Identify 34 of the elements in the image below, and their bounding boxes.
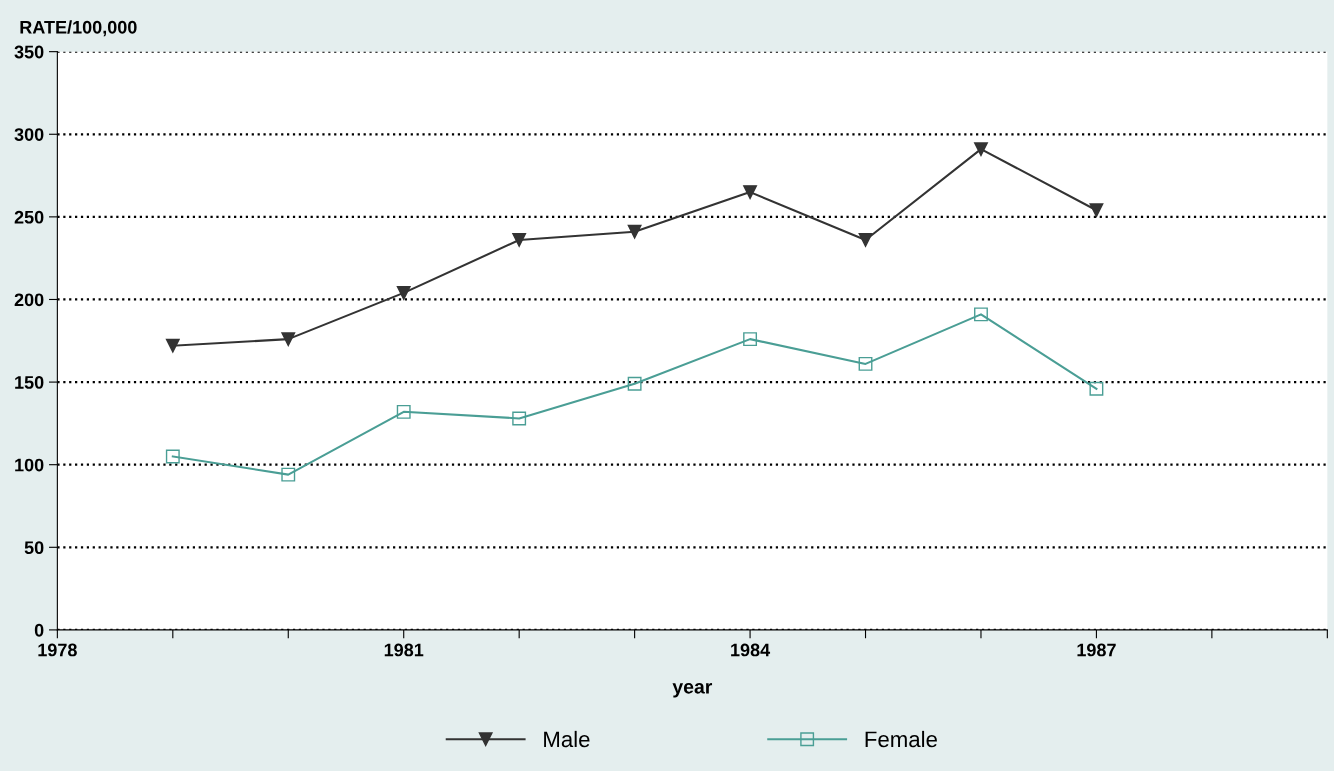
point (512, 411, 527, 426)
x-tick-label: 1978 (38, 643, 77, 657)
y-tick-label: 0 (34, 623, 44, 637)
x-axis-title: year (672, 683, 713, 698)
point (396, 404, 411, 419)
point (165, 338, 180, 353)
point (858, 356, 873, 371)
y-axis-title: RATE/100,000 (20, 20, 137, 37)
point (743, 332, 758, 347)
point (281, 467, 296, 482)
point (512, 233, 527, 247)
legend-label: Female (865, 730, 937, 748)
y-tick-label: 100 (15, 458, 44, 472)
point (858, 233, 873, 247)
point (396, 285, 411, 300)
point (165, 449, 180, 464)
y-tick-label: 350 (14, 45, 44, 59)
point (974, 307, 988, 322)
point (1089, 381, 1104, 396)
point (1089, 203, 1104, 218)
y-tick-label: 150 (15, 376, 44, 389)
x-tick-label: 1987 (1077, 643, 1116, 657)
point (743, 185, 758, 200)
point (627, 376, 642, 391)
y-tick-label: 250 (14, 210, 44, 224)
legend-label: Male (544, 730, 590, 748)
y-tick-label: 300 (14, 128, 44, 142)
x-tick-label: 1984 (731, 643, 771, 657)
y-tick-label: 50 (24, 541, 44, 555)
point (627, 224, 642, 239)
point (974, 142, 988, 157)
x-tick-label: 1981 (384, 643, 424, 657)
point (281, 332, 296, 347)
y-tick-label: 200 (14, 293, 44, 307)
